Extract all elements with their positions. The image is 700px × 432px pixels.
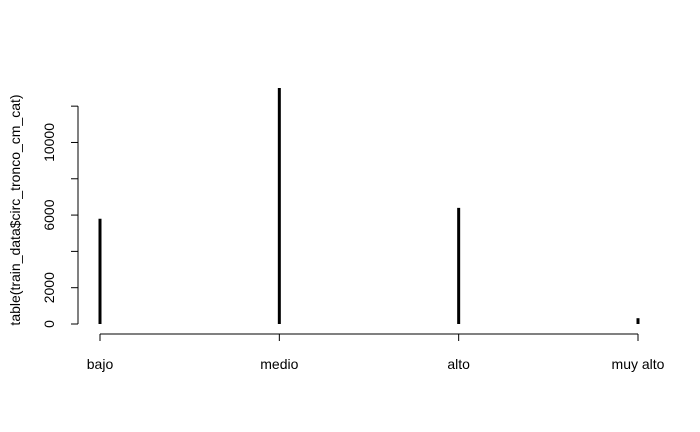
y-axis-label: table(train_data$circ_tronco_cm_cat) bbox=[7, 94, 23, 325]
bars bbox=[98, 88, 640, 324]
x-axis: bajo medio alto muy alto bbox=[87, 333, 665, 372]
y-tick-label: 10000 bbox=[41, 123, 57, 162]
y-axis: 0 2000 6000 10000 bbox=[41, 105, 79, 328]
x-tick-label: bajo bbox=[87, 356, 114, 372]
x-tick-label: alto bbox=[447, 356, 470, 372]
y-tick-label: 0 bbox=[41, 320, 57, 328]
x-tick-label: muy alto bbox=[612, 356, 665, 372]
x-tick-label: medio bbox=[260, 356, 298, 372]
y-tick-label: 2000 bbox=[41, 272, 57, 303]
y-tick-label: 6000 bbox=[41, 199, 57, 230]
